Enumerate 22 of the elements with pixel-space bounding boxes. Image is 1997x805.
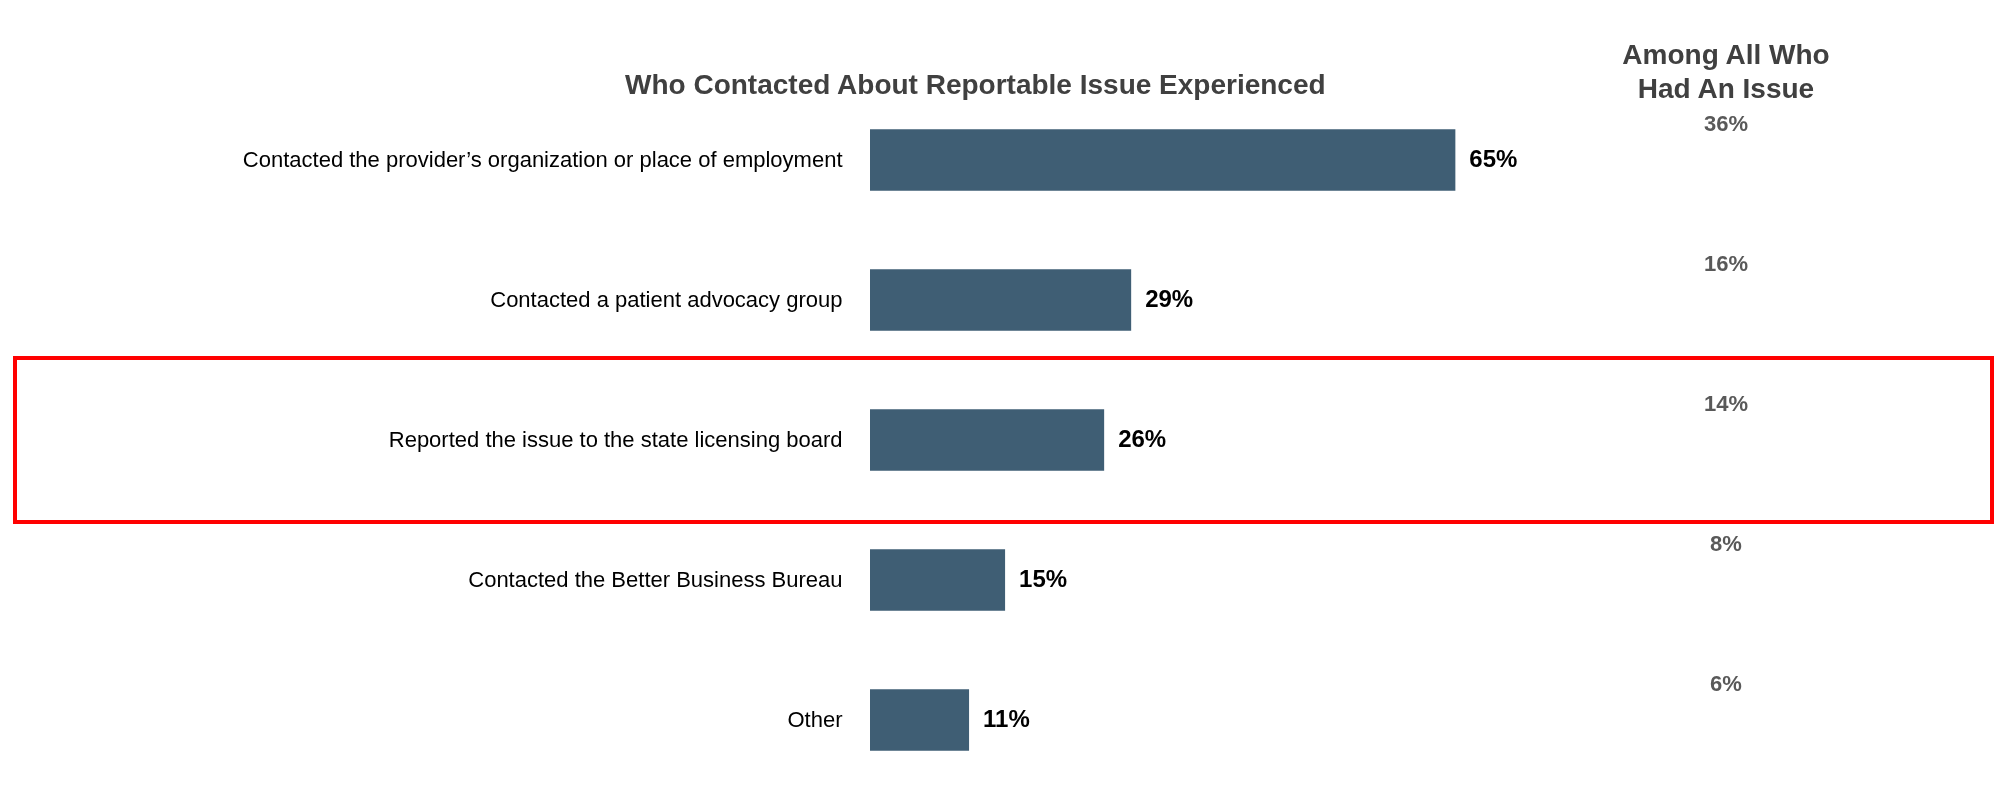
bar: [870, 129, 1456, 191]
text: 6%: [1710, 671, 1742, 696]
y-tick-label: Contacted a patient advocacy group: [490, 287, 843, 312]
text: 8%: [1710, 531, 1742, 556]
data-label: 15%: [1019, 565, 1068, 592]
data-label: 26%: [1118, 425, 1167, 452]
bar: [870, 269, 1132, 331]
data-label: 29%: [1145, 285, 1194, 312]
text: 36%: [1703, 111, 1749, 136]
y-tick-label: Reported the issue to the state licensing board: [388, 427, 843, 452]
bar: [870, 549, 1006, 611]
y-tick-label: Contacted the Better Business Bureau: [468, 567, 843, 592]
bar: [870, 689, 970, 751]
y-tick-label: Other: [787, 707, 843, 732]
chart-title: Who Contacted About Reportable Issue Experienced: [625, 69, 1326, 100]
text: 16%: [1703, 251, 1749, 276]
text: Among All Who Had An Issue: [1622, 39, 1830, 104]
bar: [870, 409, 1105, 471]
data-label: 65%: [1469, 145, 1518, 172]
text: 14%: [1703, 391, 1749, 416]
y-tick-label: Contacted the provider’s organization or place of employment: [242, 147, 843, 172]
data-label: 11%: [983, 705, 1030, 732]
